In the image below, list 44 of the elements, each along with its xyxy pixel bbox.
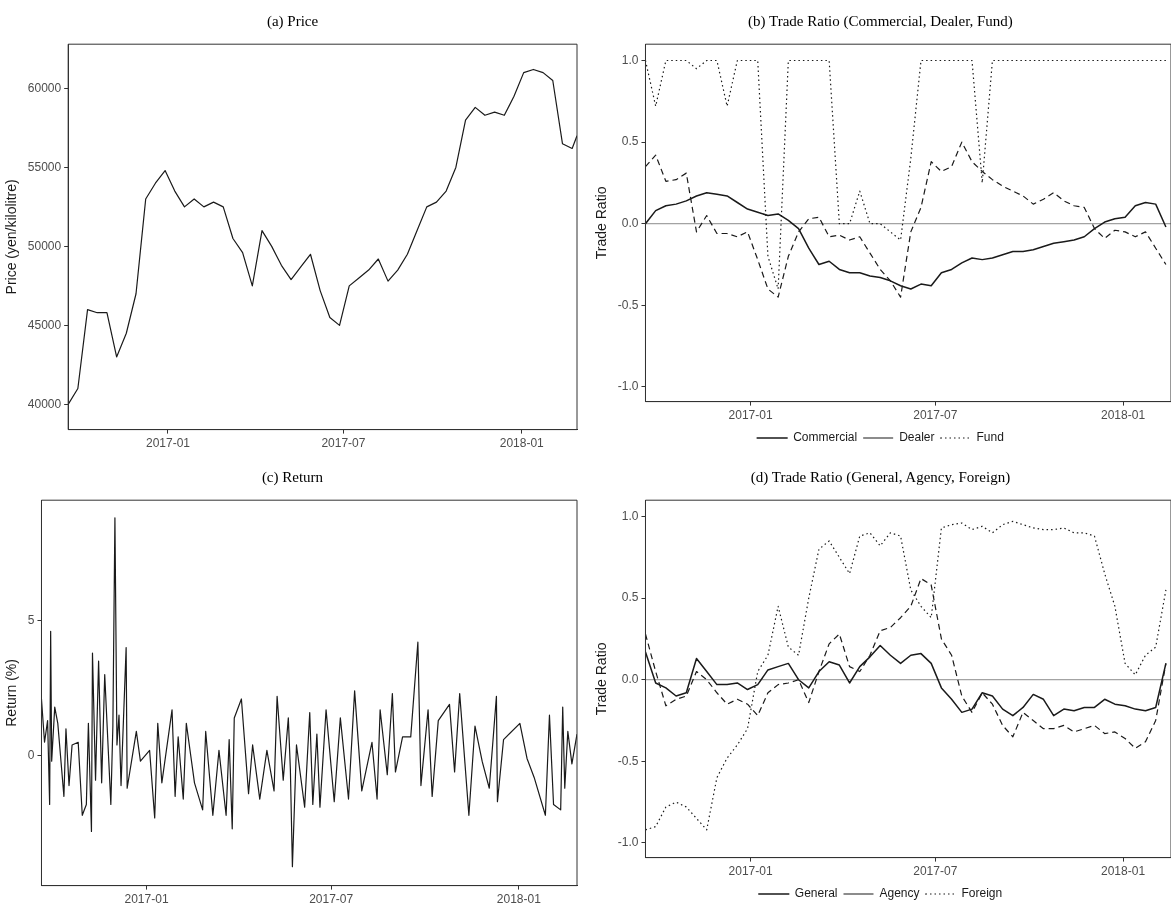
y-tick-label: -0.5 [617, 753, 639, 768]
x-tick-label: 2017-01 [728, 864, 773, 879]
x-tick-label: 2017-01 [145, 436, 191, 451]
x-tick-label: 2017-07 [321, 436, 366, 451]
y-tick-label: -1.0 [617, 835, 639, 850]
y-tick-label: -0.5 [617, 297, 639, 312]
y-tick-label: 0.5 [621, 590, 639, 605]
y-axis-title: Price (yen/kilolitre) [3, 179, 20, 295]
y-axis-title: Trade Ratio [593, 186, 610, 260]
x-tick-label: 2017-07 [309, 892, 354, 907]
y-tick-label: 0 [27, 748, 35, 763]
legend-label: Commercial [793, 430, 858, 445]
x-tick-label: 2018-01 [499, 436, 545, 451]
legend-label: Dealer [899, 430, 935, 445]
x-tick-label: 2017-07 [913, 408, 958, 423]
y-axis-title: Return (%) [3, 659, 20, 727]
x-tick-label: 2017-07 [913, 864, 958, 879]
legend-label: General [794, 886, 838, 901]
legend-label: Foreign [961, 886, 1003, 901]
y-tick-label: 0.0 [621, 672, 639, 687]
y-tick-label: 0.5 [621, 134, 639, 149]
x-tick-label: 2017-01 [728, 408, 773, 423]
x-tick-label: 2017-01 [124, 892, 169, 907]
y-tick-label: 60000 [27, 80, 62, 95]
chart-title: (b) Trade Ratio (Commercial, Dealer, Fund) [747, 12, 1014, 30]
y-tick-label: -1.0 [617, 379, 639, 394]
y-tick-label: 40000 [27, 396, 62, 411]
line-series [645, 520, 1167, 831]
x-tick-label: 2018-01 [1101, 408, 1146, 423]
y-tick-label: 1.0 [621, 508, 639, 523]
y-axis-title: Trade Ratio [593, 642, 610, 716]
y-tick-label: 45000 [27, 317, 62, 332]
y-tick-label: 55000 [27, 159, 62, 174]
chart-title: (a) Price [265, 12, 320, 30]
y-tick-label: 5 [27, 612, 35, 627]
legend-label: Agency [879, 886, 920, 901]
y-tick-label: 50000 [27, 238, 62, 253]
y-tick-label: 1.0 [621, 52, 639, 67]
y-tick-label: 0.0 [621, 216, 639, 231]
legend-label: Fund [976, 430, 1004, 445]
x-tick-label: 2018-01 [1101, 864, 1146, 879]
x-tick-label: 2018-01 [496, 892, 542, 907]
chart-title: (d) Trade Ratio (General, Agency, Foreign) [749, 468, 1012, 486]
chart-title: (c) Return [260, 468, 325, 486]
